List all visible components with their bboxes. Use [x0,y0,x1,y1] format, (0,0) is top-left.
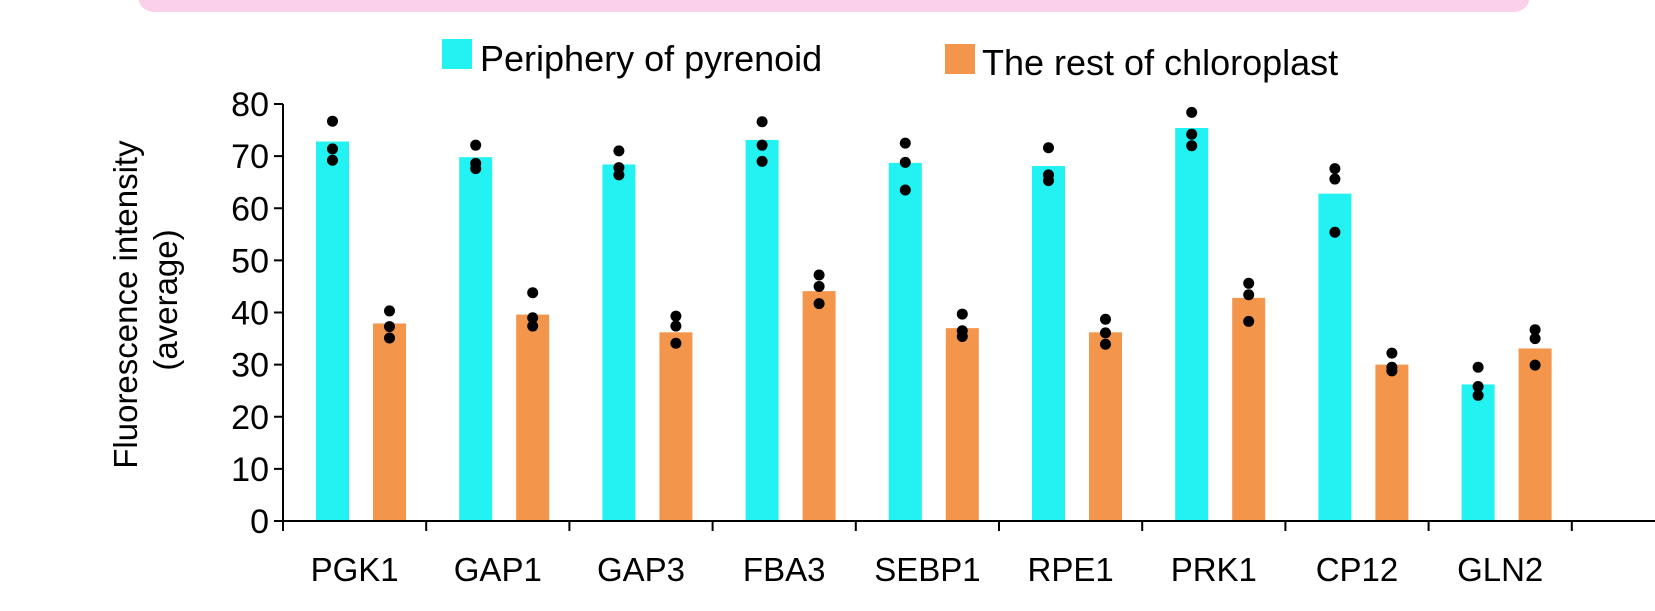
data-point [813,269,825,281]
data-point [1329,173,1341,185]
bar [516,314,550,521]
data-point [1472,361,1484,373]
data-point [756,116,768,128]
data-point [899,156,911,168]
data-point [1043,142,1054,154]
bar [1461,384,1495,521]
y-tick-label: 0 [250,503,269,541]
legend: Periphery of pyrenoid The rest of chloro… [442,38,1338,83]
data-point [384,305,395,317]
bar [1175,127,1209,521]
data-point [613,169,625,181]
bar [1318,193,1352,521]
bar [745,139,779,521]
data-point [1100,327,1111,339]
data-point [813,298,825,310]
bar [945,328,979,521]
x-axis: PGK1 GAP1 GAP3 FBA3 SEBP1 RPE1 PRK1 CP12 GLN2 [282,520,1655,588]
bar [1375,364,1409,521]
data-point [670,310,682,322]
data-point [1243,277,1255,289]
data-point [1529,359,1541,371]
x-category-label: RPE1 [1027,551,1113,588]
bar [1032,166,1065,521]
data-point [527,312,539,324]
data-point [899,137,911,149]
bar [802,291,836,521]
legend-label-rest-of-chloroplast: The rest of chloroplast [982,42,1338,83]
data-point [613,145,625,157]
data-point [327,143,338,155]
x-category-label: FBA3 [743,551,826,588]
bar [459,157,493,522]
bar [888,162,922,521]
data-point [1100,313,1111,325]
y-tick-label: 60 [231,190,269,228]
data-point [384,332,395,344]
data-point [1043,175,1054,187]
data-point [1472,389,1484,401]
data-point [670,337,682,349]
legend-label-periphery: Periphery of pyrenoid [480,38,822,79]
data-point [327,115,338,127]
data-point [1243,315,1255,327]
y-tick-label: 40 [231,295,269,333]
data-point [327,154,338,166]
y-tick-label: 30 [231,347,269,385]
bar [316,141,349,521]
data-point [1529,333,1541,345]
data-point [1186,140,1198,152]
y-axis-title-line-1: Fluorescence intensity [107,140,144,469]
data-point [899,184,911,196]
y-tick-label: 80 [231,86,269,124]
x-category-label: CP12 [1316,551,1399,588]
data-point [470,139,482,151]
data-point [1386,347,1398,359]
bar [373,323,406,521]
data-point [1472,381,1484,393]
data-point [1243,289,1255,301]
data-point [1329,226,1341,238]
bar [602,164,636,521]
y-tick-label: 10 [231,451,269,489]
data-point [756,155,768,167]
data-point [956,308,968,320]
data-point [1186,106,1198,118]
y-tick-label: 20 [231,399,269,437]
x-category-label: SEBP1 [874,551,980,588]
bar [1089,332,1122,521]
data-point [670,320,682,332]
bar [659,332,693,521]
data-point [1386,365,1398,377]
legend-swatch-periphery [442,39,472,69]
data-point [1100,338,1111,350]
bar [1518,348,1552,521]
x-category-label: PRK1 [1171,551,1257,588]
data-point [756,139,768,151]
y-axis-title: Fluorescence intensity (average) [107,131,184,469]
data-point [813,280,825,292]
legend-swatch-rest-of-chloroplast [945,44,975,74]
data-point [527,287,539,299]
data-point [956,330,968,342]
data-points [327,106,1541,401]
data-point [470,163,482,175]
bars [316,127,1552,522]
y-tick-label: 70 [231,138,269,176]
y-axis-title-line-2: (average) [147,229,184,370]
bar [1232,297,1266,521]
data-point [1329,163,1341,175]
x-category-label: GAP1 [454,551,542,588]
x-category-label: GAP3 [597,551,685,588]
y-axis: 0 10 20 30 40 50 60 70 80 [231,86,284,541]
y-tick-label: 50 [231,242,269,280]
data-point [1529,324,1541,336]
data-point [1186,128,1198,140]
data-point [527,320,539,332]
header-banner [138,0,1530,12]
x-category-label: PGK1 [311,551,399,588]
x-category-label: GLN2 [1457,551,1543,588]
data-point [384,321,395,333]
